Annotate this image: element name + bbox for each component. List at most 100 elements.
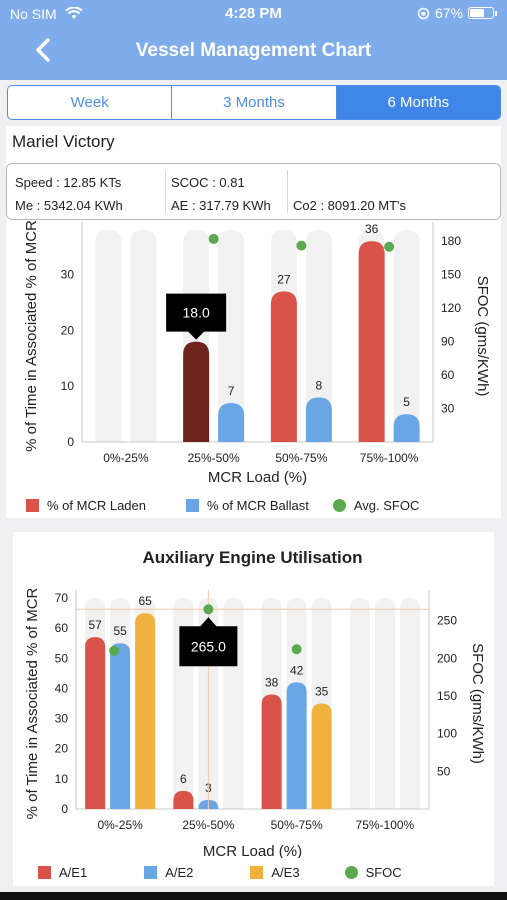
bar-a-e2 (110, 643, 131, 809)
bar--of-mcr-ballast (393, 414, 420, 442)
speed-value: Speed : 12.85 KTs (15, 175, 122, 190)
chart2-legend: A/E1 A/E2 A/E3 SFOC (38, 865, 402, 880)
back-chevron-icon[interactable] (28, 30, 62, 70)
bar-a-e1 (173, 790, 194, 809)
bar--of-mcr-laden (270, 291, 297, 442)
clock: 4:28 PM (225, 5, 282, 22)
x-tick-label: 50%-75% (275, 451, 327, 465)
sfoc-point (296, 240, 307, 251)
carrier-label: No SIM (10, 6, 83, 22)
x-tick-label: 25%-50% (182, 818, 234, 832)
tab-6-months[interactable]: 6 Months (336, 86, 500, 119)
bar-value-label: 5 (403, 395, 410, 409)
y2-tick-label: 180 (441, 234, 461, 248)
bar-background (305, 230, 332, 442)
bar-value-label: 27 (277, 272, 291, 286)
bar-value-label: 65 (138, 594, 152, 608)
bar-background (374, 598, 395, 809)
carrier-text: No SIM (10, 6, 57, 22)
y2-axis-title: SFOC (gms/KWh) (474, 276, 491, 397)
legend-swatch-ballast (186, 499, 199, 512)
y-tick-label: 10 (55, 772, 69, 786)
orientation-lock-icon (417, 7, 430, 19)
ae-value: AE : 317.79 KWh (171, 198, 271, 213)
y-tick-label: 0 (67, 435, 74, 449)
y2-tick-label: 250 (437, 614, 457, 628)
bar-a-e1 (261, 694, 282, 809)
sfoc-point (208, 233, 219, 244)
legend-swatch-laden (26, 499, 39, 512)
sfoc-point (291, 644, 302, 655)
y2-tick-label: 30 (441, 402, 455, 416)
y-tick-label: 10 (61, 379, 75, 393)
bar-background (399, 598, 420, 809)
y-tick-label: 70 (55, 591, 69, 605)
status-bar: No SIM 4:28 PM 67% (0, 0, 507, 28)
bar-value-label: 36 (365, 222, 379, 236)
y2-tick-label: 150 (437, 689, 457, 703)
bar-value-label: 8 (316, 378, 323, 392)
legend-dot-sfoc2 (344, 866, 358, 879)
home-indicator-bar (0, 892, 507, 900)
tooltip-value: 265.0 (191, 638, 226, 654)
bar--of-mcr-laden (358, 241, 385, 442)
legend-ae3: A/E3 (271, 865, 300, 880)
bar--of-mcr-laden (183, 341, 210, 442)
y-tick-label: 50 (55, 651, 69, 665)
page-title: Vessel Management Chart (135, 40, 372, 61)
bar-a-e2 (286, 682, 307, 809)
y-tick-label: 20 (61, 323, 75, 337)
top-bar: No SIM 4:28 PM 67% Vessel Management Cha… (0, 0, 507, 80)
bar-value-label: 6 (180, 772, 187, 786)
battery-percent: 67% (434, 5, 463, 21)
sfoc-point (109, 645, 120, 656)
wifi-icon (64, 6, 83, 19)
x-tick-label: 25%-50% (188, 451, 240, 465)
chart1-legend: % of MCR Laden % of MCR Ballast Avg. SFO… (26, 498, 419, 513)
y2-tick-label: 120 (441, 301, 461, 315)
legend-swatch-ae3 (250, 866, 264, 879)
tab-3-months[interactable]: 3 Months (172, 86, 337, 119)
legend-swatch-ae2 (144, 866, 158, 879)
y2-tick-label: 60 (441, 368, 455, 382)
bar-background (130, 230, 157, 442)
tooltip-value: 18.0 (183, 305, 210, 321)
x-axis-title: MCR Load (%) (208, 469, 307, 486)
tab-week[interactable]: Week (8, 86, 173, 119)
aux-engine-chart: Auxiliary Engine Utilisation 0 10 20 30 40 50 6… (24, 548, 486, 858)
x-tick-label: 50%-75% (271, 818, 323, 832)
bar-value-label: 7 (228, 384, 235, 398)
y2-tick-label: 200 (437, 651, 457, 665)
co2-value: Co2 : 8091.20 MT's (293, 198, 407, 213)
bar-value-label: 38 (265, 675, 279, 689)
bar-value-label: 55 (113, 624, 127, 638)
vessel-stats-box: Speed : 12.85 KTs Me : 5342.04 KWh SCOC … (6, 163, 501, 220)
x-tick-label: 0%-25% (97, 818, 143, 832)
sfoc-point (203, 604, 214, 615)
y-axis-title: % of Time in Associated % of MCR (23, 220, 40, 452)
tooltip-box (166, 293, 227, 340)
battery-icon (468, 7, 494, 19)
bar-a-e1 (85, 637, 106, 809)
me-value: Me : 5342.04 KWh (15, 198, 123, 213)
bar-background (349, 598, 370, 809)
legend-sfoc2: SFOC (365, 865, 402, 880)
legend-ae1: A/E1 (59, 865, 88, 880)
bar--of-mcr-ballast (218, 402, 245, 442)
bar-value-label: 35 (315, 685, 329, 699)
legend-sfoc: Avg. SFOC (353, 498, 420, 513)
battery-indicator: 67% (417, 5, 497, 21)
y2-tick-label: 50 (437, 764, 451, 778)
mcr-load-chart: 0 10 20 30 30 60 90 120 150 180 % of Time in Assoc… (23, 220, 491, 486)
legend-laden: % of MCR Laden (47, 498, 146, 513)
vessel-name: Mariel Victory (12, 132, 115, 151)
bar-a-e3 (135, 613, 156, 809)
y-axis-title: % of Time in Associated % of MCR (24, 587, 41, 819)
x-tick-label: 75%-100% (356, 818, 415, 832)
y2-tick-label: 90 (441, 335, 455, 349)
legend-swatch-ae1 (38, 866, 51, 879)
y-tick-label: 40 (55, 681, 69, 695)
legend-ae2: A/E2 (165, 865, 194, 880)
y-tick-label: 20 (55, 742, 69, 756)
bar-value-label: 42 (290, 663, 304, 677)
